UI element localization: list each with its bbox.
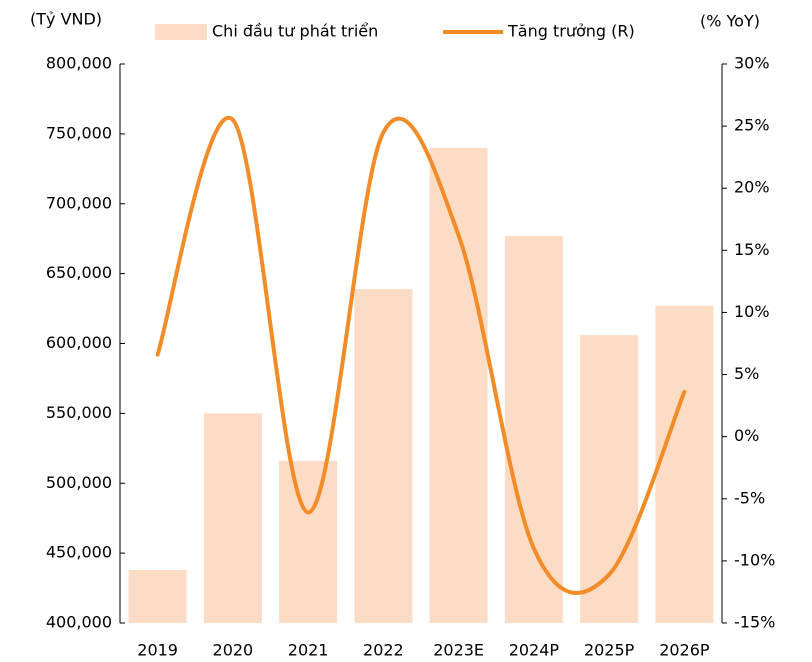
- legend-label: Chi đầu tư phát triển: [212, 22, 378, 41]
- y2-tick-label: 30%: [734, 54, 770, 73]
- bar: [580, 335, 639, 623]
- y2-tick-label: 5%: [734, 364, 759, 383]
- y2-tick-label: 0%: [734, 426, 759, 445]
- y2-tick-label: 10%: [734, 302, 770, 321]
- bar: [429, 147, 488, 623]
- legend-swatch: [155, 24, 207, 40]
- x-tick-label: 2022: [363, 641, 404, 660]
- y-tick-label: 750,000: [46, 123, 112, 142]
- y2-tick-label: 25%: [734, 116, 770, 135]
- y-axis-label: (Tỷ VND): [30, 10, 102, 29]
- y2-tick-label: -15%: [734, 613, 775, 632]
- bar: [655, 305, 714, 623]
- y-tick-label: 450,000: [46, 543, 112, 562]
- y-tick-label: 650,000: [46, 263, 112, 282]
- bar: [354, 288, 413, 623]
- y2-tick-label: -5%: [734, 488, 765, 507]
- line: [155, 115, 687, 596]
- y-tick-label: 700,000: [46, 193, 112, 212]
- bar: [504, 235, 563, 623]
- y-tick-label: 500,000: [46, 473, 112, 492]
- y-tick-label: 800,000: [46, 54, 112, 73]
- x-tick-label: 2020: [213, 641, 254, 660]
- y2-tick-label: 15%: [734, 240, 770, 259]
- legend-label: Tăng trưởng (R): [507, 22, 635, 41]
- bar: [279, 460, 338, 623]
- x-tick-label: 2023E: [433, 641, 484, 660]
- y2-axis-label: (% YoY): [700, 12, 760, 31]
- bar: [128, 569, 187, 623]
- y2-tick-label: 20%: [734, 178, 770, 197]
- bar: [203, 413, 262, 623]
- y-tick-label: 550,000: [46, 403, 112, 422]
- x-tick-label: 2026P: [659, 641, 710, 660]
- y-tick-label: 600,000: [46, 333, 112, 352]
- y2-tick-label: -10%: [734, 550, 775, 569]
- y-tick-label: 400,000: [46, 613, 112, 632]
- x-tick-label: 2021: [288, 641, 329, 660]
- x-tick-label: 2025P: [584, 641, 635, 660]
- x-tick-label: 2019: [137, 641, 178, 660]
- x-tick-label: 2024P: [509, 641, 560, 660]
